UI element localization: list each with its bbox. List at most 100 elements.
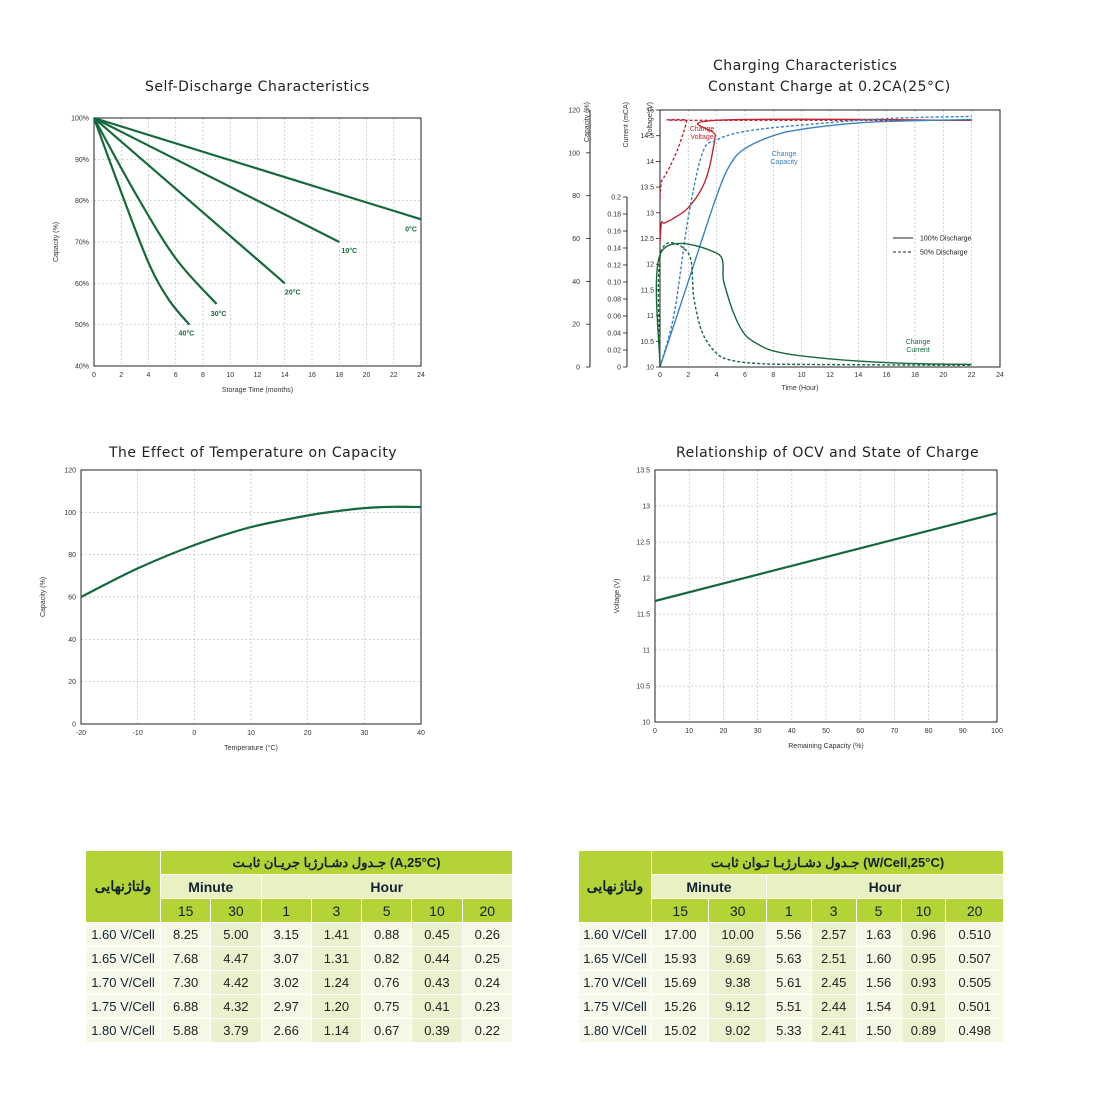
table-col-header: 10 — [412, 899, 462, 922]
x-tick-label: 10 — [798, 372, 806, 379]
x-tick-label: 10 — [226, 372, 234, 379]
table-cell: 0.96 — [901, 923, 946, 946]
table-row: 1.65 V/Cell 7.68 4.47 3.07 1.31 0.82 0.44 0.25 — [86, 947, 512, 970]
table-rowhead: ولتاژنهایی — [579, 851, 651, 922]
capacity-tick-label: 40 — [572, 279, 580, 286]
current-tick-label: 0.02 — [607, 348, 621, 355]
current-tick-label: 0.08 — [607, 297, 621, 304]
annotation-line: Change — [772, 151, 797, 158]
table-row: 1.65 V/Cell 15.93 9.69 5.63 2.51 1.60 0.95 0.50… — [579, 947, 1003, 970]
y-tick-label: 120 — [64, 468, 76, 475]
current-tick-label: 0.14 — [607, 246, 621, 253]
table-col-header: 20 — [946, 899, 1003, 922]
y-tick-label: 11.5 — [637, 612, 650, 619]
table-row: 1.75 V/Cell 6.88 4.32 2.97 1.20 0.75 0.41 0.23 — [86, 995, 512, 1018]
table-col-header: 5 — [856, 899, 901, 922]
series-label: 20°C — [285, 288, 301, 296]
table-cell: 0.501 — [946, 995, 1003, 1018]
y-tick-label: 70% — [75, 240, 89, 247]
voltage-tick-label: 15 — [646, 108, 654, 115]
chart2-title: Charging Characteristics — [713, 58, 898, 74]
x-tick-label: 60 — [856, 728, 864, 735]
y-tick-label: 10 — [642, 720, 650, 727]
x-axis-label: Storage Time (months) — [222, 387, 293, 394]
table-cell: 0.75 — [362, 995, 412, 1018]
x-tick-label: 8 — [771, 372, 775, 379]
x-tick-label: 14 — [281, 372, 289, 379]
table-cell: 4.32 — [211, 995, 261, 1018]
table-cell: 2.51 — [811, 947, 856, 970]
x-tick-label: 80 — [925, 728, 933, 735]
table-cell: 2.97 — [261, 995, 311, 1018]
y-tick-label: 40 — [68, 637, 76, 644]
table-title: جـدول دشـارژبا جريـان ثابـت (A,25°C) — [161, 851, 512, 874]
x-tick-label: 10 — [685, 728, 693, 735]
table-cell: 5.88 — [161, 1019, 211, 1042]
series-label: 30°C — [211, 310, 227, 318]
y-tick-label: 10.5 — [636, 684, 650, 691]
capacity-tick-label: 80 — [572, 193, 580, 200]
table-row: 1.60 V/Cell 17.00 10.00 5.56 2.57 1.63 0.96 0.5… — [579, 923, 1003, 946]
current-tick-label: 0.06 — [607, 314, 621, 321]
table-cell: 0.44 — [412, 947, 462, 970]
series-line-0 — [654, 512, 998, 603]
voltage-tick-label: 12 — [646, 262, 654, 269]
table-cell: 0.93 — [901, 971, 946, 994]
table-row-label: 1.75 V/Cell — [86, 995, 160, 1018]
table-cell: 3.07 — [261, 947, 311, 970]
constant-current-table: ولتاژنهایی جـدول دشـارژبا جريـان ثابـت (… — [85, 850, 513, 1043]
table-cell: 9.12 — [709, 995, 766, 1018]
x-tick-label: 4 — [147, 372, 151, 379]
table-cell: 0.39 — [412, 1019, 462, 1042]
table-cell: 2.57 — [811, 923, 856, 946]
table-cell: 0.26 — [462, 923, 512, 946]
table-col-header: 10 — [901, 899, 946, 922]
series-line-0 — [93, 116, 422, 221]
x-axis-label: Remaining Capacity (%) — [788, 743, 863, 750]
y-tick-label: 13.5 — [636, 468, 650, 475]
x-tick-label: 2 — [119, 372, 123, 379]
legend-label: 50% Discharge — [920, 250, 968, 257]
table-cell: 5.63 — [766, 947, 811, 970]
x-tick-label: 18 — [911, 372, 919, 379]
annotation-line: Change — [690, 126, 715, 133]
table-col-header: 30 — [211, 899, 261, 922]
x-tick-label: 0 — [653, 728, 657, 735]
table-cell: 2.41 — [811, 1019, 856, 1042]
table-cell: 0.88 — [362, 923, 412, 946]
x-tick-label: 100 — [991, 728, 1003, 735]
series-line-4 — [92, 117, 191, 326]
y-tick-label: 11 — [643, 648, 650, 655]
x-tick-label: 90 — [959, 728, 967, 735]
voltage-tick-label: 14.5 — [640, 133, 654, 140]
x-tick-label: -10 — [133, 730, 143, 737]
y-tick-label: 50% — [75, 322, 89, 329]
table-title: جـدول دشـارژبـا تـوان ثابـت (W/Cell,25°C… — [652, 851, 1003, 874]
plot-frame — [654, 469, 998, 723]
x-tick-label: 16 — [308, 372, 316, 379]
table-cell: 17.00 — [652, 923, 709, 946]
series-line-2 — [93, 117, 286, 285]
annotation-line: Voltage — [690, 134, 713, 141]
table-row-label: 1.70 V/Cell — [86, 971, 160, 994]
table-cell: 5.61 — [766, 971, 811, 994]
chart3-title: The Effect of Temperature on Capacity — [109, 445, 398, 461]
table-row-label: 1.60 V/Cell — [579, 923, 651, 946]
series-line-capacity-50 — [659, 115, 972, 368]
y-axis-label: Capacity (%) — [584, 102, 591, 142]
series-label: 40°C — [179, 330, 195, 338]
table-row: 1.80 V/Cell 15.02 9.02 5.33 2.41 1.50 0.89 0.49… — [579, 1019, 1003, 1042]
x-tick-label: 30 — [754, 728, 762, 735]
series-label: 10°C — [341, 247, 357, 255]
capacity-tick-label: 20 — [572, 322, 580, 329]
x-axis-label: Temperature (°C) — [224, 744, 278, 752]
voltage-tick-label: 11 — [647, 313, 654, 320]
x-tick-label: 20 — [939, 372, 947, 379]
x-tick-label: 70 — [891, 728, 899, 735]
x-tick-label: 10 — [247, 730, 255, 737]
current-tick-label: 0 — [617, 365, 621, 372]
y-axis-label: Current (mCA) — [623, 102, 630, 148]
x-tick-label: -20 — [76, 730, 86, 737]
table-row-label: 1.80 V/Cell — [86, 1019, 160, 1042]
table-col-header: 15 — [161, 899, 211, 922]
